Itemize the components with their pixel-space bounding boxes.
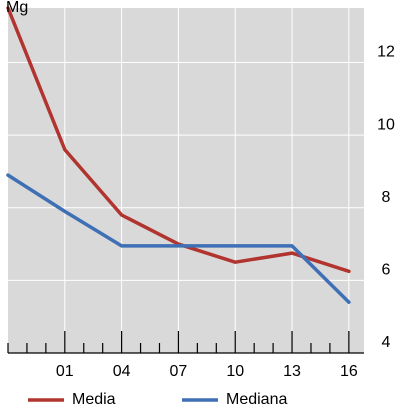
- legend: Media Mediana: [28, 391, 287, 408]
- series-lines: [6, 6, 351, 304]
- x-tick-label: 01: [56, 363, 74, 380]
- y-tick-label: 4: [382, 334, 391, 351]
- y-axis: 4 6 8 10 12: [377, 44, 395, 352]
- x-tick-label: 10: [226, 363, 244, 380]
- x-tick-label: 13: [283, 363, 301, 380]
- y-tick-label: 6: [382, 262, 391, 279]
- legend-label-mediana: Mediana: [226, 391, 287, 408]
- plot-area: [8, 8, 364, 353]
- x-axis: 01 04 07 10 13 16: [7, 331, 364, 380]
- grid-lines: [8, 8, 364, 353]
- x-tick-label: 04: [113, 363, 131, 380]
- x-tick-label: 07: [170, 363, 188, 380]
- x-tick-label: 16: [340, 363, 358, 380]
- y-tick-label: 10: [377, 116, 395, 133]
- chart-top-label: Mg: [6, 0, 28, 16]
- legend-label-media: Media: [72, 391, 116, 408]
- y-tick-label: 8: [382, 189, 391, 206]
- y-tick-label: 12: [377, 44, 395, 61]
